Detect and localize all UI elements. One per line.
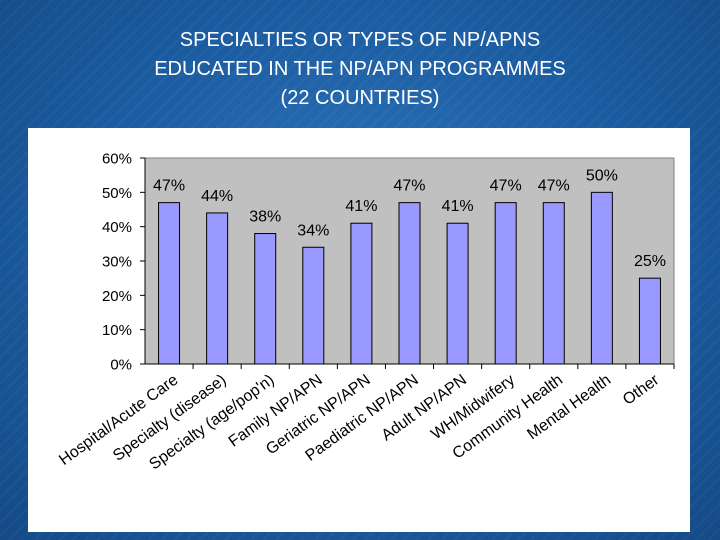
y-tick-label: 50%	[102, 185, 132, 202]
bar	[494, 202, 517, 365]
bar-value-label: 50%	[586, 167, 618, 184]
y-tick-label: 10%	[102, 322, 132, 339]
bar	[638, 277, 661, 365]
title-line-1: SPECIALTIES OR TYPES OF NP/APNS	[179, 29, 541, 51]
y-tick-label: 60%	[102, 151, 132, 168]
bar	[206, 212, 229, 365]
bar	[398, 202, 421, 365]
bar-value-label: 38%	[249, 209, 281, 226]
category-label: Other	[620, 371, 663, 409]
bar-value-label: 47%	[538, 178, 570, 195]
title-line-2: EDUCATED IN THE NP/APN PROGRAMMES	[154, 58, 566, 80]
bar	[542, 202, 565, 365]
y-tick-label: 0%	[110, 357, 132, 374]
chart-frame: 0% 10% 20% 30% 40% 50% 60% 47% Hospital/Acute Ca…	[28, 128, 690, 532]
y-tick-label: 40%	[102, 219, 132, 236]
bar	[590, 191, 613, 365]
bar-chart: 0%10%20%30%40%50%60%47%Hospital/Acute Ca…	[56, 151, 675, 473]
bar	[158, 202, 181, 365]
bar-value-label: 34%	[297, 222, 329, 239]
bar-value-label: 44%	[201, 188, 233, 205]
bar	[254, 233, 277, 365]
bar-value-label: 47%	[490, 178, 522, 195]
bar-value-label: 47%	[393, 178, 425, 195]
title-line-3: (22 COUNTRIES)	[280, 87, 440, 109]
bar	[302, 246, 325, 365]
bar	[446, 222, 469, 365]
bar	[350, 222, 373, 365]
slide-title: SPECIALTIES OR TYPES OF NP/APNS EDUCATED…	[0, 26, 720, 113]
y-tick-label: 20%	[102, 288, 132, 305]
category-label: Adult NP/APN	[379, 371, 470, 444]
bar-value-label: 47%	[153, 178, 185, 195]
y-tick-label: 30%	[102, 254, 132, 271]
category-label: Mental Health	[524, 371, 614, 443]
bar-value-label: 41%	[442, 198, 474, 215]
bar-value-label: 41%	[345, 198, 377, 215]
bar-value-label: 25%	[634, 253, 666, 270]
